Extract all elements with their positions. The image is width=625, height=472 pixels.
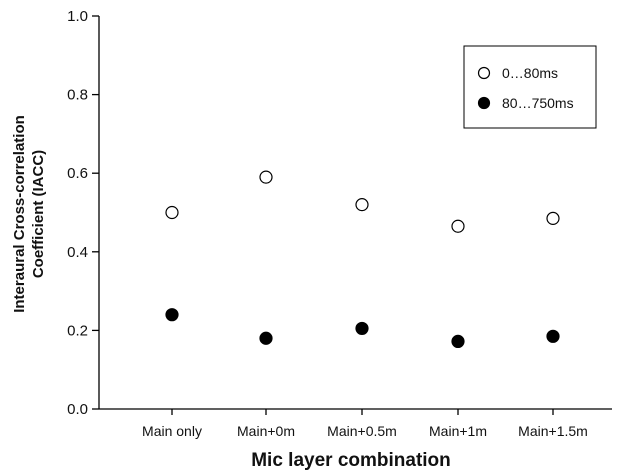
legend-label: 0…80ms [502, 65, 558, 81]
x-tick-label: Main+0.5m [327, 423, 397, 439]
x-tick-label: Main+1m [429, 423, 487, 439]
y-axis-ticks: 0.0 0.2 0.4 0.6 0.8 1.0 [67, 8, 99, 418]
data-point-80-750ms [259, 331, 273, 345]
y-tick-label: 0.4 [67, 244, 88, 261]
y-tick-label: 0.2 [67, 322, 88, 339]
data-points [165, 170, 560, 349]
data-point-0-80ms [451, 219, 465, 233]
x-tick-label: Main only [142, 423, 202, 439]
data-point-0-80ms [355, 198, 369, 212]
data-point-80-750ms [546, 329, 560, 343]
y-axis-title-line1: Interaural Cross-correlation [11, 115, 28, 313]
x-axis-title: Mic layer combination [251, 450, 451, 471]
data-point-80-750ms [355, 321, 369, 336]
y-tick-label: 0.0 [67, 401, 88, 418]
data-point-80-750ms [451, 334, 465, 349]
data-point-0-80ms [259, 170, 273, 184]
y-tick-label: 1.0 [67, 8, 88, 25]
legend: 0…80ms 80…750ms [463, 45, 597, 129]
y-tick-label: 0.6 [67, 165, 88, 182]
x-axis-ticks: Main only Main+0m Main+0.5m Main+1m Main+1.5… [142, 409, 588, 439]
x-tick-label: Main+1.5m [518, 423, 588, 439]
data-point-0-80ms [165, 205, 179, 220]
data-point-0-80ms [546, 211, 560, 225]
legend-label: 80…750ms [502, 95, 574, 111]
axes [98, 16, 612, 410]
data-point-80-750ms [165, 308, 179, 322]
legend-marker [477, 66, 491, 80]
x-tick-label: Main+0m [237, 423, 295, 439]
legend-box [463, 45, 597, 129]
legend-marker [477, 96, 491, 110]
y-tick-label: 0.8 [67, 87, 88, 104]
y-axis-title-line2: Coefficient (IACC) [30, 150, 47, 278]
